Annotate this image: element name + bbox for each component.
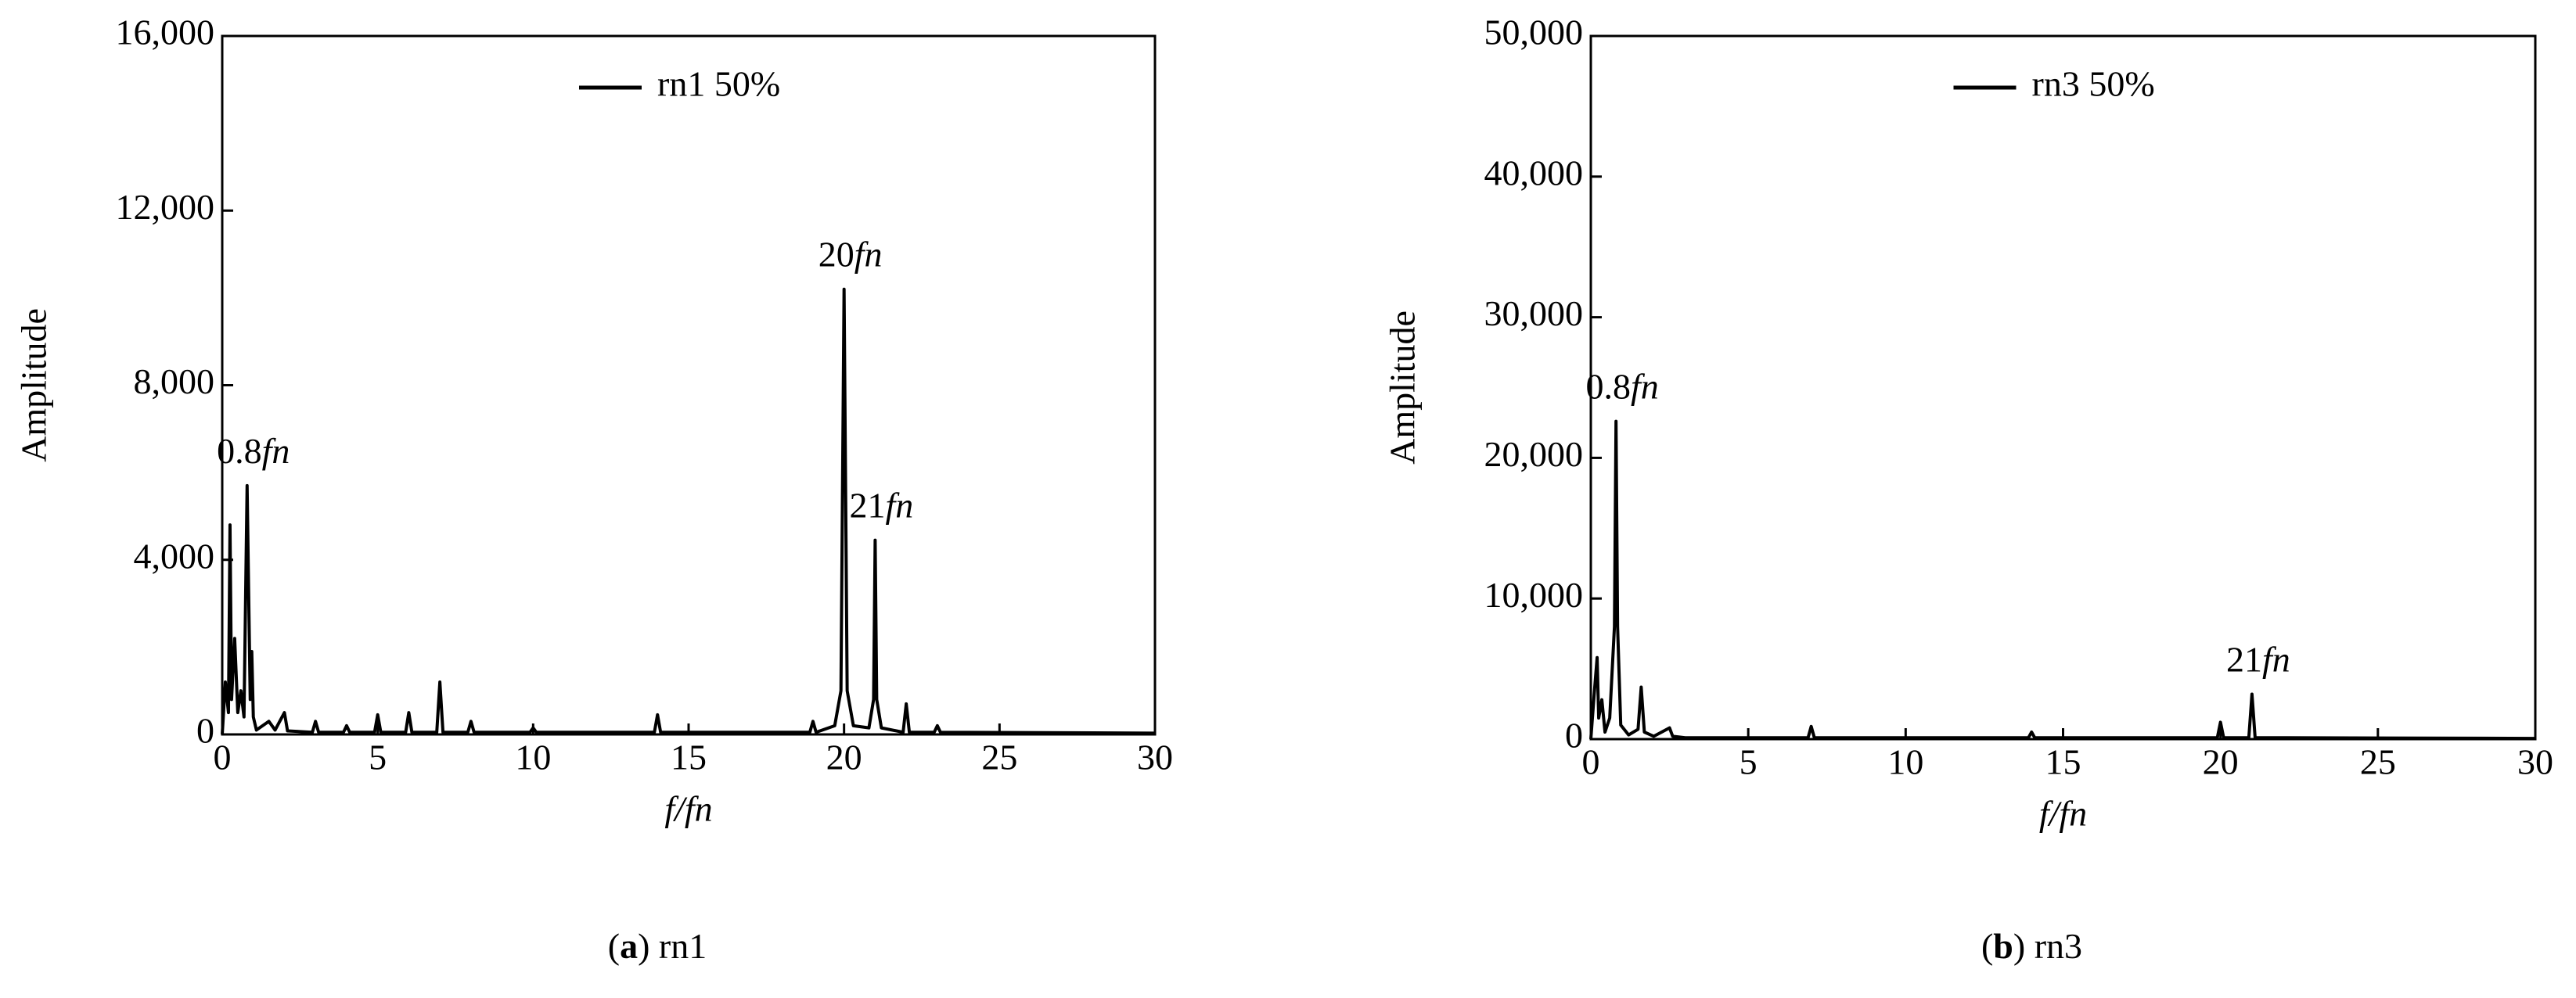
x-tick-label: 20 (2203, 742, 2239, 782)
annotation: 21fn (850, 485, 914, 525)
x-tick-label: 20 (826, 738, 862, 777)
annotation: 0.8fn (1586, 366, 1659, 406)
plot-frame (1589, 34, 2537, 741)
caption: (b) rn3 (1981, 926, 2082, 966)
legend-label: rn3 50% (2032, 64, 2155, 104)
x-tick-label: 5 (1740, 742, 1758, 782)
plot-frame (221, 34, 1157, 736)
y-tick-label: 0 (1565, 716, 1583, 756)
x-axis-label: f/fn (664, 789, 712, 829)
y-tick-label: 4,000 (134, 536, 215, 576)
series-line (1589, 419, 2536, 741)
x-tick-label: 0 (214, 738, 232, 777)
annotation: 20fn (818, 234, 883, 274)
y-tick-label: 30,000 (1484, 293, 1584, 333)
annotation: 21fn (2226, 639, 2290, 679)
y-tick-label: 8,000 (134, 361, 215, 401)
x-tick-label: 30 (2517, 742, 2553, 782)
panel: 0 5 10 15 20 25 30 0 4,000 8,000 12,000 16,000 f/fn A… (14, 13, 1173, 966)
legend-label: rn1 50% (657, 64, 780, 104)
y-tick-label: 0 (196, 711, 214, 751)
x-tick-label: 10 (515, 738, 551, 777)
y-tick-label: 50,000 (1484, 13, 1584, 52)
x-tick-label: 5 (369, 738, 387, 777)
y-tick-label: 10,000 (1484, 575, 1584, 615)
x-axis-label: f/fn (2039, 794, 2087, 834)
panel: 0 5 10 15 20 25 30 0 10,000 20,000 30,000 40,000 50,… (1383, 13, 2553, 966)
y-tick-label: 16,000 (116, 13, 215, 52)
x-tick-label: 25 (2360, 742, 2396, 782)
annotation: 0.8fn (217, 430, 290, 470)
x-tick-label: 15 (2045, 742, 2081, 782)
x-tick-label: 10 (1887, 742, 1923, 782)
y-tick-label: 12,000 (116, 187, 215, 227)
x-tick-label: 15 (671, 738, 707, 777)
x-tick-label: 0 (1582, 742, 1600, 782)
y-axis-label: Amplitude (1383, 311, 1423, 465)
x-tick-label: 30 (1137, 738, 1173, 777)
caption: (a) rn1 (608, 926, 707, 966)
y-tick-label: 20,000 (1484, 434, 1584, 474)
y-tick-label: 40,000 (1484, 153, 1584, 192)
y-axis-label: Amplitude (14, 308, 54, 462)
series-line (221, 287, 1156, 735)
x-tick-label: 25 (981, 738, 1017, 777)
